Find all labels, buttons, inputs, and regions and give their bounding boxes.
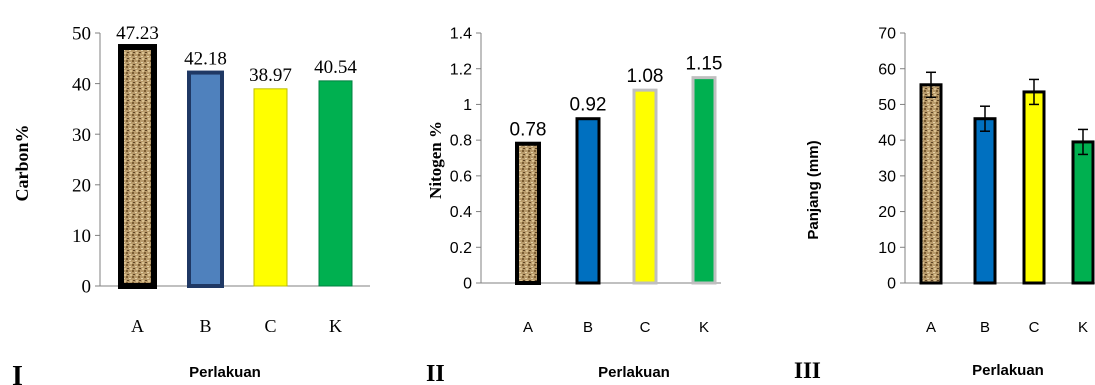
panel-2-x-axis-title: Perlakuan xyxy=(598,364,670,381)
panel-2-bar-c xyxy=(632,88,658,285)
panel-1-data-label: 47.23 xyxy=(116,23,159,44)
panel-1-y-tick-label: 20 xyxy=(72,175,91,196)
panel-1-y-tick-label: 40 xyxy=(72,74,91,95)
panel-2-data-labels: 0.78 0.92 1.08 1.15 xyxy=(510,54,723,141)
panel-3-y-axis-title: Panjang (mm) xyxy=(805,140,822,239)
panel-1-data-label: 42.18 xyxy=(184,49,227,70)
panel-1-data-labels: 47.23 42.18 38.97 40.54 xyxy=(116,23,357,86)
panel-3-bar-c xyxy=(1022,90,1046,285)
panel-1-data-label: 40.54 xyxy=(314,57,357,78)
panel-2-y-tick-label: 1 xyxy=(463,97,472,114)
panel-1-bar-k xyxy=(318,80,353,287)
panel-2-y-tick-label: 0.2 xyxy=(450,240,472,257)
panel-2-y-tick-label: 0.6 xyxy=(450,168,472,185)
panel-2-data-label: 1.08 xyxy=(627,66,664,87)
panel-2-y-axis-title: Nitogen % xyxy=(426,121,445,199)
panel-2-data-label: 0.78 xyxy=(510,120,547,141)
panel-2-y-ticks: 0 0.2 0.4 0.6 0.8 1 1.2 1.4 xyxy=(450,26,481,293)
panel-1-y-tick-label: 10 xyxy=(72,226,91,247)
panel-3-y-tick-label: 30 xyxy=(878,168,896,185)
panel-1: 0 10 20 30 40 50 A B C K 47.23 42.18 38.97 40.54 Ca… xyxy=(12,23,370,385)
panel-1-x-tick-label: C xyxy=(264,316,276,336)
panel-3-x-tick-label: C xyxy=(1029,319,1040,336)
panel-2-x-tick-label: C xyxy=(640,319,651,336)
panel-3-bar-k xyxy=(1071,140,1095,285)
panel-3-bar-b xyxy=(973,117,997,285)
panel-2-y-tick-label: 0.4 xyxy=(450,204,472,221)
panel-3-y-tick-label: 20 xyxy=(878,204,896,221)
panel-2-data-label: 1.15 xyxy=(686,54,723,75)
panel-2: 0 0.2 0.4 0.6 0.8 1 1.2 1.4 A B C K 0.78 0.92 1.08 1.… xyxy=(426,26,722,385)
panel-2-y-tick-label: 0 xyxy=(463,276,472,293)
panel-1-data-label: 38.97 xyxy=(249,65,292,86)
panel-1-bar-a xyxy=(118,44,157,289)
panel-1-y-ticks: 0 10 20 30 40 50 xyxy=(72,24,100,298)
panel-1-bars xyxy=(118,44,353,289)
panel-2-y-tick-label: 0.8 xyxy=(450,133,472,150)
panel-3-y-tick-label: 0 xyxy=(887,276,896,293)
panel-1-y-tick-label: 50 xyxy=(72,24,91,45)
panel-3-x-tick-label: B xyxy=(980,319,990,336)
panel-1-y-axis-title: Carbon% xyxy=(12,124,32,201)
panel-1-label: I xyxy=(12,361,23,385)
panel-3-label: III xyxy=(794,358,821,383)
panel-2-y-tick-label: 1.2 xyxy=(450,61,472,78)
panel-3-y-tick-label: 40 xyxy=(878,133,896,150)
panel-3-bars xyxy=(919,71,1095,285)
panel-3-y-tick-label: 10 xyxy=(878,240,896,257)
panel-1-bar-b xyxy=(187,70,224,288)
panel-2-bars xyxy=(515,76,717,285)
panel-2-label: II xyxy=(426,361,445,385)
panel-2-bar-b xyxy=(575,117,601,285)
panel-1-x-tick-label: B xyxy=(199,316,211,336)
panel-1-bar-c xyxy=(253,88,288,287)
panel-2-x-tick-label: B xyxy=(583,319,593,336)
panel-3-y-tick-label: 50 xyxy=(878,97,896,114)
panel-1-y-tick-label: 0 xyxy=(82,277,92,298)
panel-1-x-tick-label: A xyxy=(131,316,144,336)
panel-3-x-tick-label: K xyxy=(1078,319,1088,336)
panel-2-bar-a xyxy=(515,141,541,285)
panel-3: 0 10 20 30 40 50 60 70 A B C K Panjang (mm) Perlak… xyxy=(794,26,1095,383)
panel-2-y-tick-label: 1.4 xyxy=(450,26,472,43)
panel-3-x-axis-title: Perlakuan xyxy=(972,362,1044,379)
panel-2-bar-k xyxy=(691,76,717,285)
panel-3-bar-a xyxy=(919,83,943,285)
panel-2-data-label: 0.92 xyxy=(570,95,607,116)
panel-3-y-ticks: 0 10 20 30 40 50 60 70 xyxy=(878,26,905,293)
panel-1-x-axis-title: Perlakuan xyxy=(189,364,261,381)
panel-3-y-tick-label: 70 xyxy=(878,26,896,43)
panel-1-x-tick-label: K xyxy=(329,316,342,336)
panel-3-y-tick-label: 60 xyxy=(878,61,896,78)
panel-2-x-tick-label: A xyxy=(523,319,533,336)
panel-3-x-tick-label: A xyxy=(926,319,936,336)
panel-1-y-tick-label: 30 xyxy=(72,125,91,146)
panel-2-x-tick-label: K xyxy=(699,319,709,336)
